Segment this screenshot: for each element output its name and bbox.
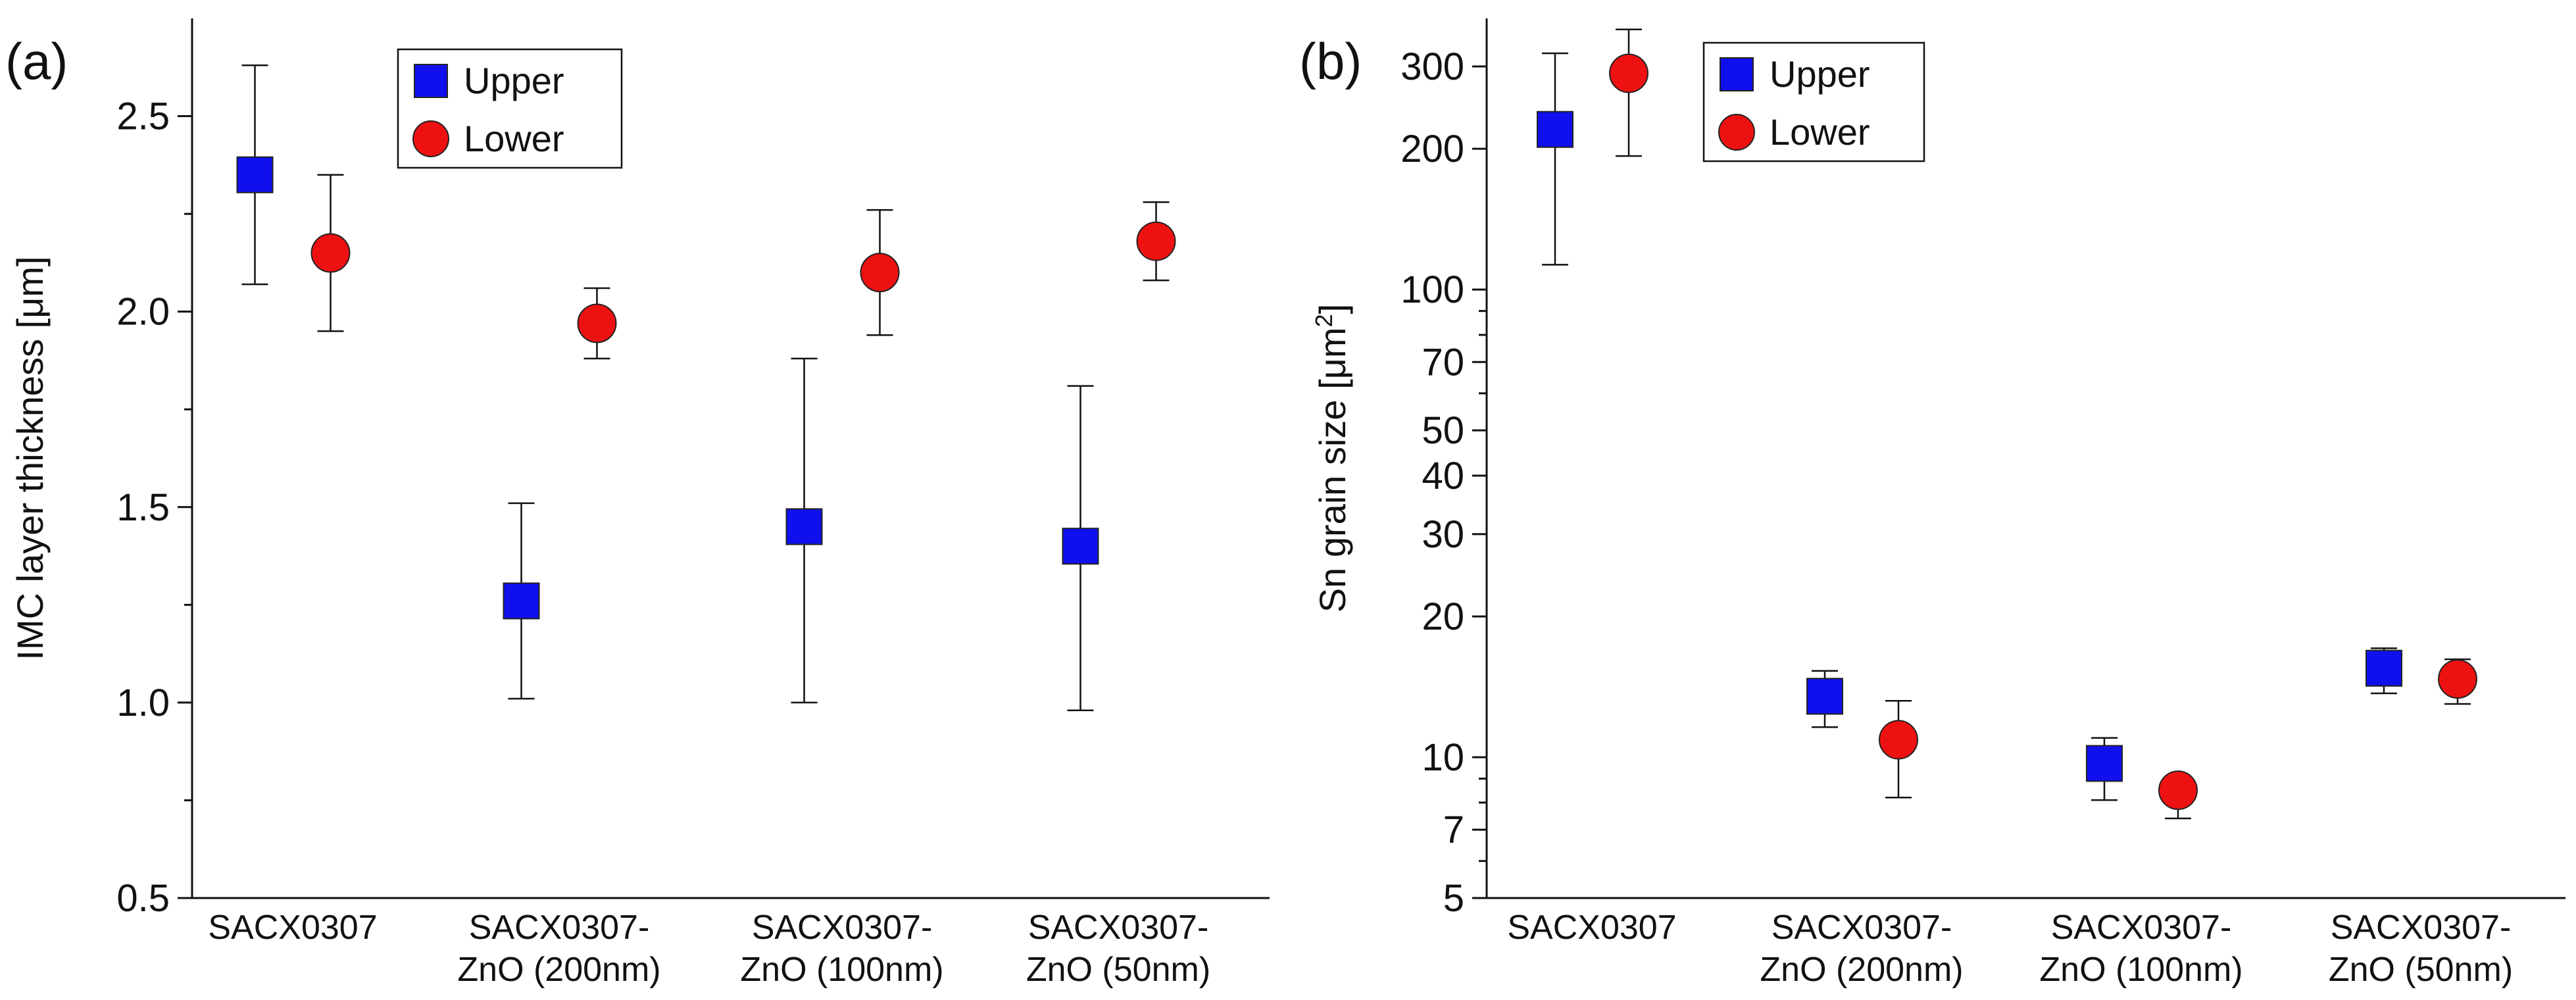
legend-marker-lower: [412, 120, 449, 157]
data-point-upper: [2086, 745, 2123, 782]
x-tick-label: ZnO (50nm): [1026, 951, 1210, 989]
y-tick-label: 2.0: [116, 291, 170, 334]
legend-label: Lower: [464, 118, 564, 159]
legend-marker-upper: [414, 64, 448, 98]
y-tick-label: 7: [1443, 809, 1464, 851]
panel-label: (b): [1299, 32, 1362, 90]
x-tick-label: ZnO (50nm): [2329, 951, 2513, 989]
legend-label: Upper: [1770, 53, 1870, 95]
x-tick-label: ZnO (100nm): [740, 951, 943, 989]
x-tick-label: SACX0307-: [1771, 909, 1952, 947]
y-tick-label: 5: [1443, 877, 1464, 920]
data-point-lower: [1879, 720, 1918, 760]
y-tick-label: 0.5: [116, 877, 170, 920]
x-tick-label: SACX0307-: [1028, 909, 1209, 947]
data-point-upper: [1537, 111, 1573, 148]
y-tick-label: 10: [1422, 736, 1464, 779]
y-tick-label: 50: [1422, 409, 1464, 452]
y-axis-label-end: ]: [1312, 304, 1353, 314]
x-tick-label: ZnO (200nm): [457, 951, 660, 989]
data-point-lower: [860, 253, 900, 293]
data-point-lower: [1609, 53, 1648, 93]
data-point-lower: [2438, 659, 2477, 699]
y-tick-label: 70: [1422, 341, 1464, 384]
legend-label: Upper: [464, 60, 564, 101]
data-point-lower: [310, 233, 351, 273]
x-tick-label: SACX0307-: [469, 909, 650, 947]
y-tick-label: 40: [1422, 455, 1464, 497]
data-point-upper: [503, 582, 540, 620]
data-point-lower: [2158, 770, 2198, 811]
y-tick-label: 2.5: [116, 95, 170, 138]
y-tick-label: 1.5: [116, 486, 170, 529]
data-point-upper: [2365, 649, 2402, 687]
y-tick-label: 1.0: [116, 682, 170, 724]
x-tick-label: SACX0307-: [752, 909, 933, 947]
x-tick-label: SACX0307: [208, 909, 377, 947]
x-tick-label: ZnO (100nm): [2039, 951, 2242, 989]
y-tick-label: 20: [1422, 595, 1464, 638]
data-point-upper: [785, 508, 823, 545]
legend-marker-lower: [1718, 114, 1755, 151]
y-tick-label: 30: [1422, 513, 1464, 556]
data-point-lower: [1136, 221, 1176, 261]
y-axis-label: IMC layer thickness [μm]: [9, 256, 51, 660]
panel-label: (a): [5, 32, 68, 90]
data-point-upper: [1806, 678, 1843, 715]
legend-label: Lower: [1770, 111, 1870, 153]
data-point-lower: [577, 303, 617, 343]
y-tick-label: 100: [1400, 268, 1464, 311]
x-tick-label: SACX0307: [1507, 909, 1676, 947]
legend-marker-upper: [1720, 57, 1754, 91]
x-tick-label: SACX0307-: [2051, 909, 2232, 947]
data-point-upper: [236, 156, 274, 193]
panel-a: 0.5 1.0 1.5 2.0 2.5 SACX0307 SACX0307- ZnO (200…: [5, 18, 1270, 989]
x-tick-label: SACX0307-: [2331, 909, 2512, 947]
y-axis-label: Sn grain size [μm2]: [1310, 304, 1354, 612]
y-axis-label-superscript: 2: [1310, 314, 1337, 327]
data-point-upper: [1062, 528, 1099, 565]
y-tick-label: 200: [1400, 128, 1464, 170]
y-tick-label: 300: [1400, 45, 1464, 88]
x-tick-label: ZnO (200nm): [1760, 951, 1963, 989]
